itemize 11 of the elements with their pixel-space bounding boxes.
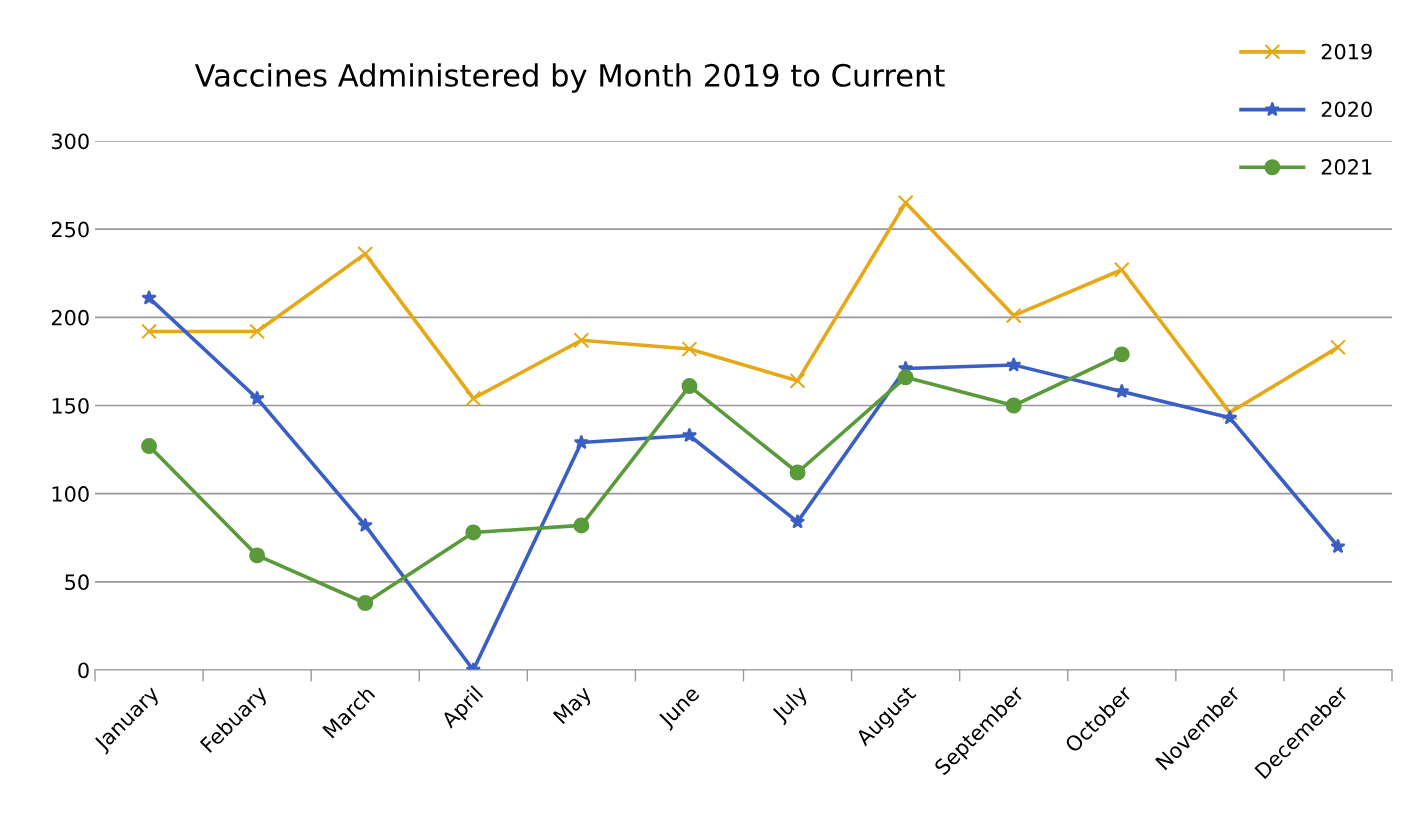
- legend-label: 2020: [1321, 101, 1372, 118]
- y-tick-label: 150: [52, 397, 89, 414]
- y-tick-label: 300: [51, 133, 89, 150]
- y-tick-label: 200: [51, 309, 89, 326]
- legend-label: 2021: [1321, 159, 1372, 175]
- y-tick-label: 50: [65, 574, 89, 591]
- chart-title: Vaccines Administered by Month 2019 to Current: [194, 63, 945, 93]
- y-tick-label: 0: [78, 662, 89, 679]
- legend-label: 2019: [1321, 43, 1372, 60]
- y-tick-label: 250: [51, 221, 89, 238]
- y-tick-label: 100: [52, 486, 89, 502]
